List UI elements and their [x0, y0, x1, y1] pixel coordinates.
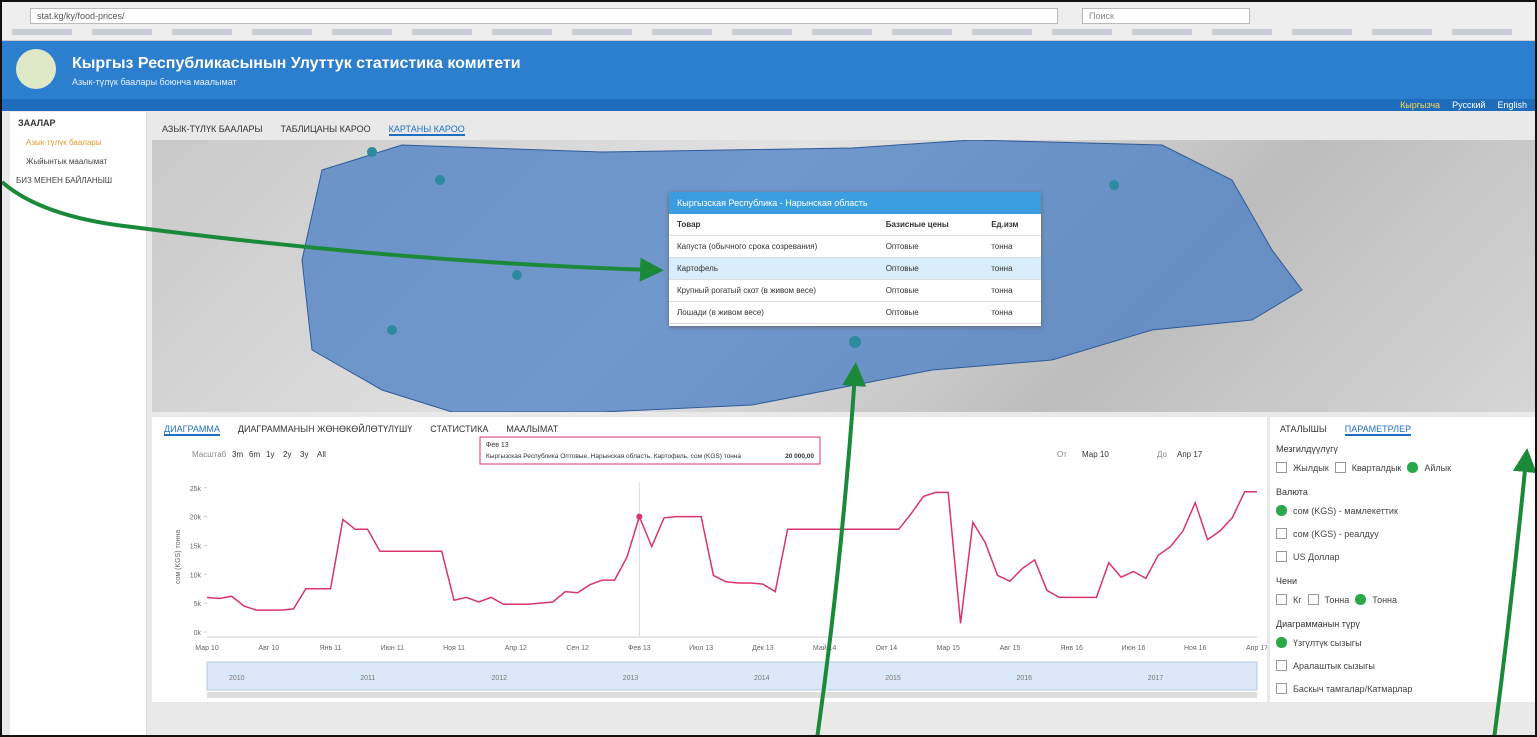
- arrow: [2, 182, 652, 270]
- page: stat.kg/ky/food-prices/ Поиск Кыргыз Рес…: [0, 0, 1537, 737]
- arrow: [1494, 460, 1526, 737]
- arrow: [817, 374, 855, 737]
- screenshot: stat.kg/ky/food-prices/ Поиск Кыргыз Рес…: [0, 0, 1537, 737]
- annotation-arrows: [2, 2, 1537, 737]
